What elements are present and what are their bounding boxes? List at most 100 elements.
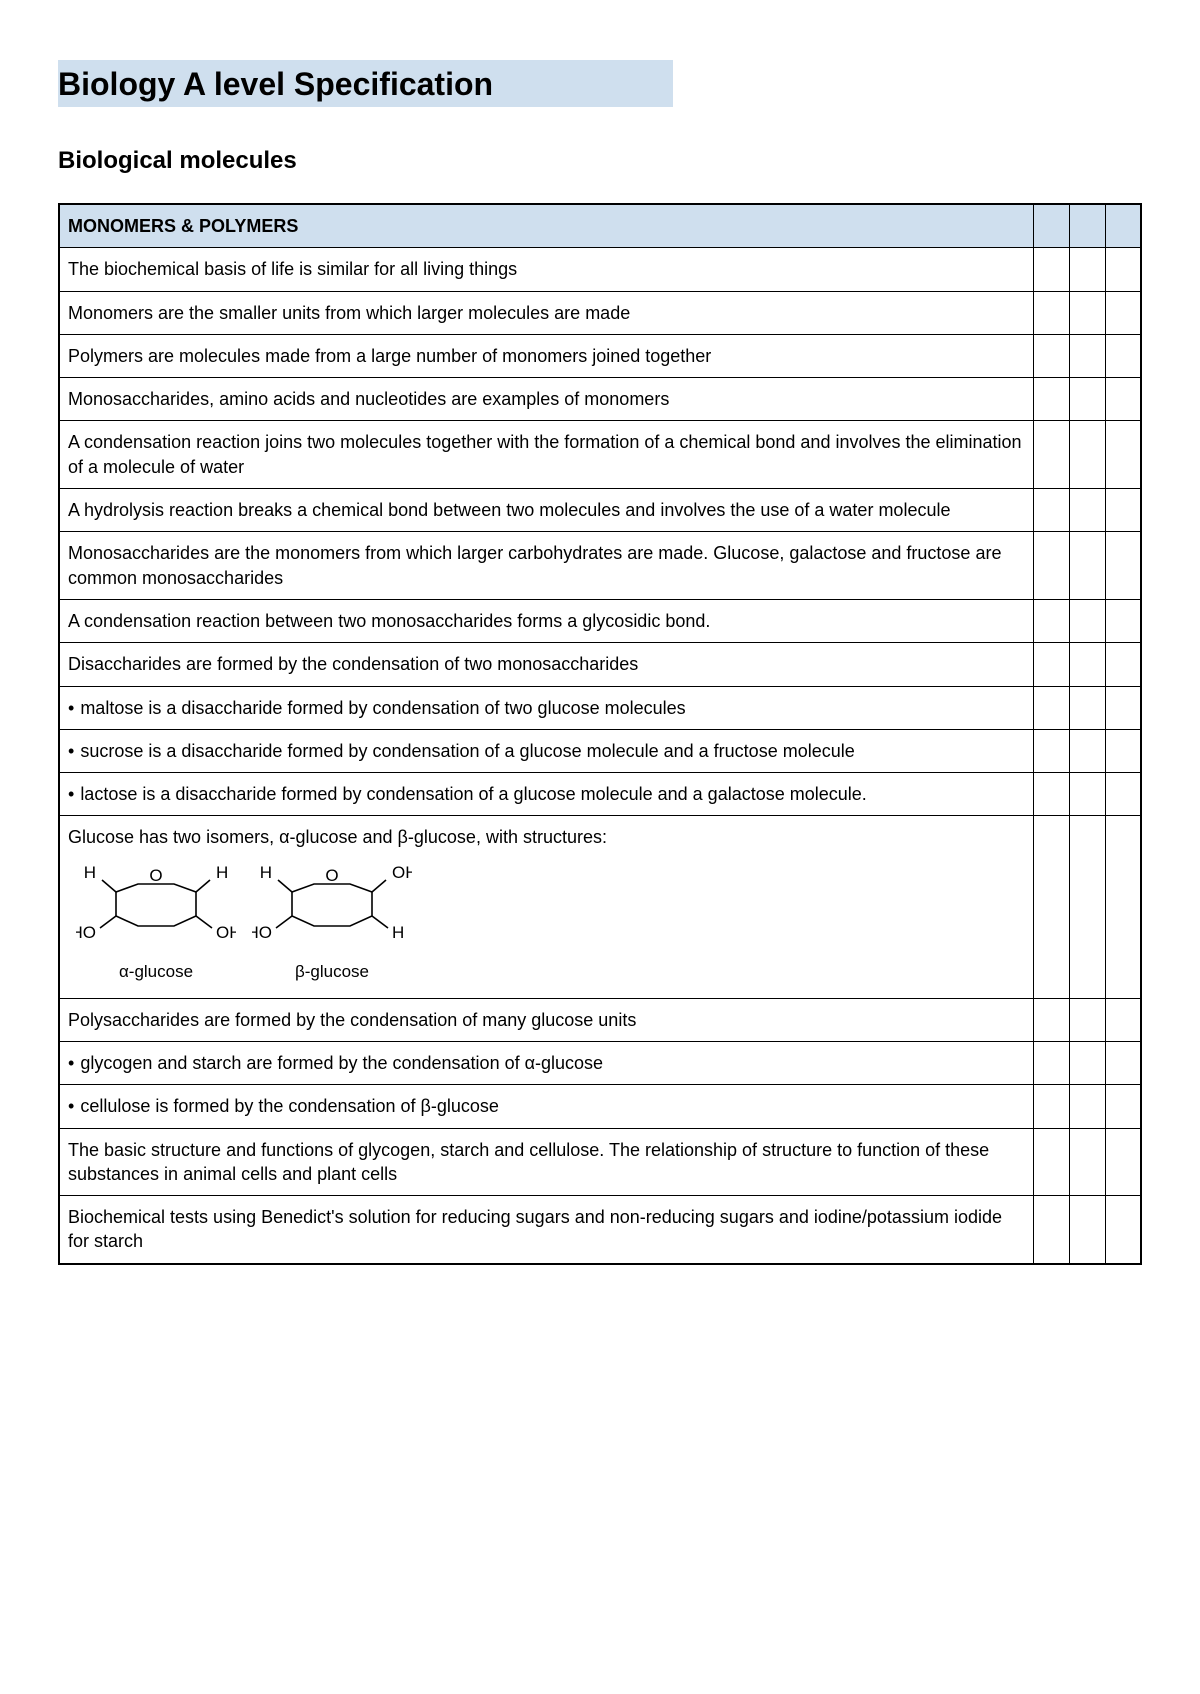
checkbox-cell[interactable] <box>1069 291 1105 334</box>
checkbox-cell[interactable] <box>1033 686 1069 729</box>
table-row: Disaccharides are formed by the condensa… <box>59 643 1141 686</box>
table-row: A condensation reaction joins two molecu… <box>59 421 1141 489</box>
row-bullet: •glycogen and starch are formed by the c… <box>59 1041 1033 1084</box>
row-text: A condensation reaction between two mono… <box>59 599 1033 642</box>
table-row: The basic structure and functions of gly… <box>59 1128 1141 1196</box>
checkbox-cell[interactable] <box>1105 599 1141 642</box>
table-header-row: MONOMERS & POLYMERS <box>59 204 1141 248</box>
checkbox-cell[interactable] <box>1105 1085 1141 1128</box>
table-row: Biochemical tests using Benedict's solut… <box>59 1196 1141 1264</box>
checkbox-cell[interactable] <box>1033 599 1069 642</box>
svg-text:H: H <box>216 864 228 882</box>
checkbox-cell[interactable] <box>1105 686 1141 729</box>
svg-text:H: H <box>260 864 272 882</box>
checkbox-cell[interactable] <box>1069 532 1105 600</box>
checkbox-cell[interactable] <box>1105 421 1141 489</box>
checkbox-cell[interactable] <box>1069 729 1105 772</box>
checkbox-cell[interactable] <box>1033 532 1069 600</box>
checkbox-cell[interactable] <box>1033 816 1069 998</box>
checkbox-cell[interactable] <box>1105 1196 1141 1264</box>
checkbox-cell[interactable] <box>1033 378 1069 421</box>
table-row: The biochemical basis of life is similar… <box>59 248 1141 291</box>
checkbox-cell[interactable] <box>1033 1085 1069 1128</box>
checkbox-cell[interactable] <box>1105 1041 1141 1084</box>
checkbox-cell[interactable] <box>1105 489 1141 532</box>
row-text: Monosaccharides, amino acids and nucleot… <box>59 378 1033 421</box>
alpha-glucose: H O H HO OH α-glucose <box>76 864 236 984</box>
row-text: Monomers are the smaller units from whic… <box>59 291 1033 334</box>
svg-text:OH: OH <box>392 864 412 882</box>
table-row: •glycogen and starch are formed by the c… <box>59 1041 1141 1084</box>
svg-text:OH: OH <box>216 923 236 942</box>
checkbox-cell[interactable] <box>1105 643 1141 686</box>
svg-text:HO: HO <box>252 923 272 942</box>
checkbox-cell[interactable] <box>1069 1041 1105 1084</box>
row-text: Monosaccharides are the monomers from wh… <box>59 532 1033 600</box>
row-text: Disaccharides are formed by the condensa… <box>59 643 1033 686</box>
checkbox-cell[interactable] <box>1033 421 1069 489</box>
checkbox-cell[interactable] <box>1105 1128 1141 1196</box>
checkbox-cell[interactable] <box>1105 204 1141 248</box>
checkbox-cell[interactable] <box>1069 998 1105 1041</box>
table-row: A condensation reaction between two mono… <box>59 599 1141 642</box>
checkbox-cell[interactable] <box>1033 998 1069 1041</box>
checkbox-cell[interactable] <box>1069 1196 1105 1264</box>
checkbox-cell[interactable] <box>1033 1041 1069 1084</box>
checkbox-cell[interactable] <box>1033 1196 1069 1264</box>
checkbox-cell[interactable] <box>1069 421 1105 489</box>
checkbox-cell[interactable] <box>1105 248 1141 291</box>
svg-text:O: O <box>325 866 338 885</box>
checkbox-cell[interactable] <box>1105 378 1141 421</box>
table-row: Monosaccharides, amino acids and nucleot… <box>59 378 1141 421</box>
checkbox-cell[interactable] <box>1069 334 1105 377</box>
table-header: MONOMERS & POLYMERS <box>59 204 1033 248</box>
checkbox-cell[interactable] <box>1069 489 1105 532</box>
checkbox-cell[interactable] <box>1069 1128 1105 1196</box>
row-bullet: •lactose is a disaccharide formed by con… <box>59 773 1033 816</box>
glucose-diagram: H O H HO OH <box>76 864 236 950</box>
checkbox-cell[interactable] <box>1069 773 1105 816</box>
svg-text:H: H <box>392 923 404 942</box>
svg-text:H: H <box>84 864 96 882</box>
checkbox-cell[interactable] <box>1069 816 1105 998</box>
checkbox-cell[interactable] <box>1033 729 1069 772</box>
checkbox-cell[interactable] <box>1069 599 1105 642</box>
checkbox-cell[interactable] <box>1105 334 1141 377</box>
checkbox-cell[interactable] <box>1069 686 1105 729</box>
checkbox-cell[interactable] <box>1033 291 1069 334</box>
checkbox-cell[interactable] <box>1033 643 1069 686</box>
table-row: Glucose has two isomers, α-glucose and β… <box>59 816 1141 998</box>
checkbox-cell[interactable] <box>1033 334 1069 377</box>
row-text: Polymers are molecules made from a large… <box>59 334 1033 377</box>
checkbox-cell[interactable] <box>1033 489 1069 532</box>
checkbox-cell[interactable] <box>1069 204 1105 248</box>
row-text: A condensation reaction joins two molecu… <box>59 421 1033 489</box>
checkbox-cell[interactable] <box>1105 729 1141 772</box>
checkbox-cell[interactable] <box>1033 773 1069 816</box>
checkbox-cell[interactable] <box>1069 1085 1105 1128</box>
checkbox-cell[interactable] <box>1033 204 1069 248</box>
checkbox-cell[interactable] <box>1069 248 1105 291</box>
table-row: Monomers are the smaller units from whic… <box>59 291 1141 334</box>
checkbox-cell[interactable] <box>1069 378 1105 421</box>
checkbox-cell[interactable] <box>1033 1128 1069 1196</box>
section-title: Biological molecules <box>58 147 1142 175</box>
glucose-diagram: H O OH HO H <box>252 864 412 950</box>
checkbox-cell[interactable] <box>1105 998 1141 1041</box>
checkbox-cell[interactable] <box>1033 248 1069 291</box>
checkbox-cell[interactable] <box>1105 773 1141 816</box>
table-row: •lactose is a disaccharide formed by con… <box>59 773 1141 816</box>
table-row: Polymers are molecules made from a large… <box>59 334 1141 377</box>
checkbox-cell[interactable] <box>1069 643 1105 686</box>
row-bullet: •maltose is a disaccharide formed by con… <box>59 686 1033 729</box>
page-title: Biology A level Specification <box>58 60 673 107</box>
beta-glucose-label: β-glucose <box>252 961 412 984</box>
row-text: The basic structure and functions of gly… <box>59 1128 1033 1196</box>
checkbox-cell[interactable] <box>1105 816 1141 998</box>
checkbox-cell[interactable] <box>1105 291 1141 334</box>
table-row: •maltose is a disaccharide formed by con… <box>59 686 1141 729</box>
row-text: A hydrolysis reaction breaks a chemical … <box>59 489 1033 532</box>
svg-text:HO: HO <box>76 923 96 942</box>
isomer-intro: Glucose has two isomers, α-glucose and β… <box>68 825 1025 849</box>
checkbox-cell[interactable] <box>1105 532 1141 600</box>
